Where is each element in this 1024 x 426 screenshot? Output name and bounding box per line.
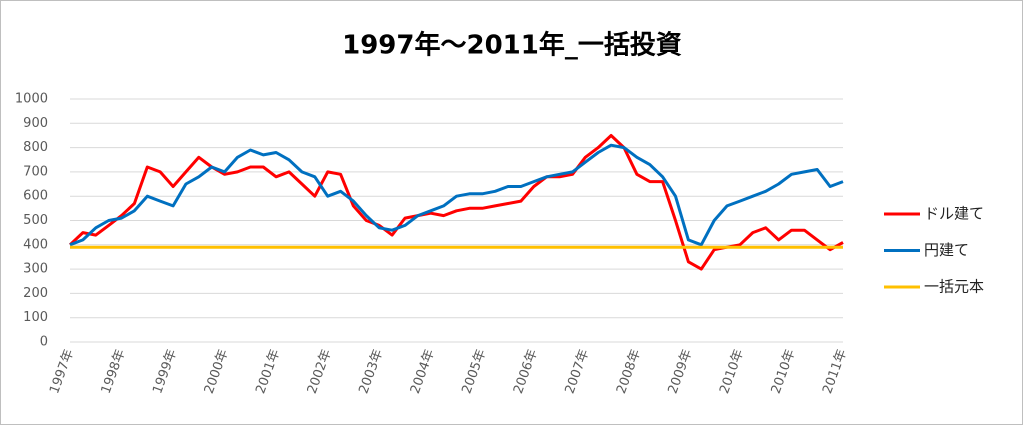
chart-title: 1997年～2011年_一括投資 [342, 30, 682, 61]
y-tick-label: 200 [23, 286, 48, 301]
y-tick-label: 600 [23, 189, 48, 204]
y-tick-label: 1000 [15, 92, 48, 107]
y-tick-label: 0 [40, 335, 48, 350]
y-tick-label: 900 [23, 116, 48, 131]
legend-label: 一括元本 [924, 278, 984, 296]
y-tick-label: 300 [23, 262, 48, 277]
y-tick-label: 400 [23, 237, 48, 252]
line-series [68, 134, 844, 271]
y-tick-label: 100 [23, 310, 48, 325]
line-series [69, 143, 844, 247]
y-tick-label: 800 [23, 140, 48, 155]
y-tick-label: 500 [23, 213, 48, 228]
legend-label: ドル建て [924, 205, 984, 223]
legend-label: 円建て [924, 241, 969, 259]
y-tick-label: 700 [23, 164, 48, 179]
